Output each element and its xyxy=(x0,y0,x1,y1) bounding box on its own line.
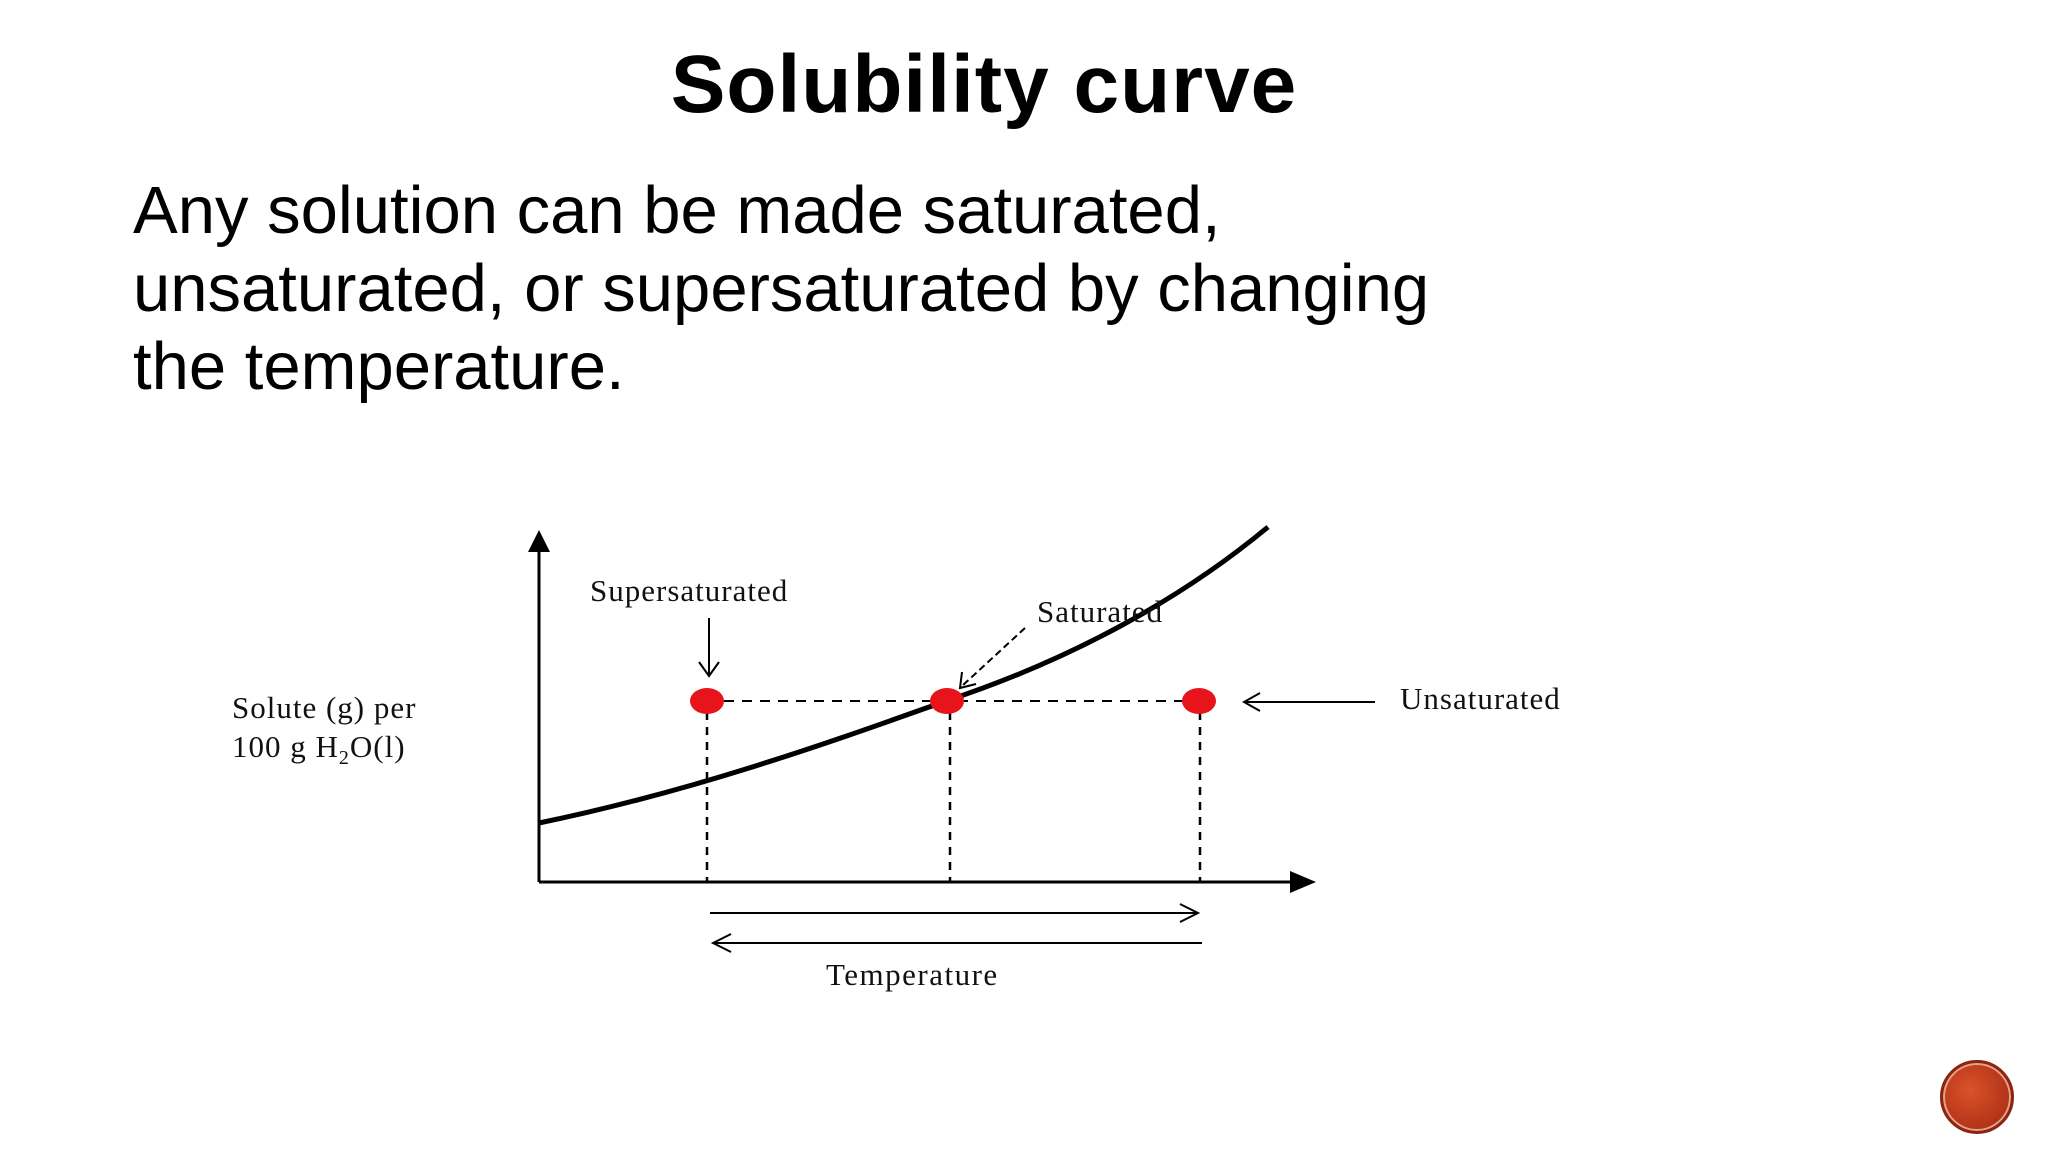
next-slide-button[interactable] xyxy=(1940,1060,2014,1134)
body-line-3: the temperature. xyxy=(133,329,625,404)
body-line-2: unsaturated, or supersaturated by changi… xyxy=(133,251,1430,326)
y-axis-label-pre: 100 g H xyxy=(232,729,339,764)
y-axis-label-post: O(l) xyxy=(350,729,406,764)
arrow-saturated xyxy=(961,627,1026,687)
slide-title: Solubility curve xyxy=(670,39,1298,130)
point-supersaturated xyxy=(690,688,724,714)
temperature-arrow-right-head xyxy=(1179,903,1201,923)
x-axis-arrowhead xyxy=(1290,871,1316,893)
body-line-1: Any solution can be made saturated, xyxy=(133,173,1221,248)
label-supersaturated: Supersaturated xyxy=(590,573,788,608)
slide-body-text: Any solution can be made saturated, unsa… xyxy=(133,172,1893,406)
x-axis-label: Temperature xyxy=(826,957,999,992)
arrow-unsaturated-head xyxy=(1241,692,1261,712)
arrow-saturated-head xyxy=(958,671,977,690)
arrow-supersaturated-head xyxy=(698,661,720,678)
label-saturated: Saturated xyxy=(1037,594,1163,629)
y-axis-label-sub: 2 xyxy=(339,747,350,769)
temperature-arrow-left-head xyxy=(710,933,732,953)
label-unsaturated: Unsaturated xyxy=(1400,681,1561,716)
solubility-curve xyxy=(538,525,1270,826)
y-axis-arrowhead xyxy=(528,530,550,552)
y-axis-label-line1: Solute (g) per xyxy=(232,690,416,725)
y-axis-label-line2: 100 g H2O(l) xyxy=(232,729,406,769)
point-saturated xyxy=(930,688,964,714)
point-unsaturated xyxy=(1182,688,1216,714)
